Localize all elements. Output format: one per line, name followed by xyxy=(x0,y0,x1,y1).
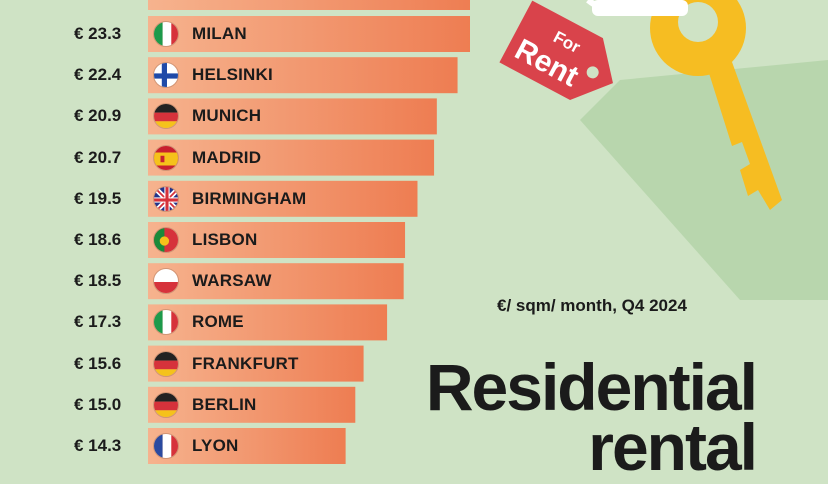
category-label: BERLIN xyxy=(192,394,257,414)
value-label: € 18.6 xyxy=(74,230,122,249)
bar-partial-top xyxy=(148,0,470,10)
category-label: HELSINKI xyxy=(192,65,273,85)
flag-poland-icon xyxy=(153,268,179,295)
flag-italy-icon xyxy=(153,309,179,336)
flag-spain-icon xyxy=(153,144,179,171)
chart-title-line1: Residential xyxy=(425,350,758,424)
flag-uk-icon xyxy=(153,185,179,212)
bar-milan xyxy=(148,16,470,52)
illustration-shadow xyxy=(580,60,828,300)
bar-warsaw xyxy=(148,263,404,300)
value-label: € 22.4 xyxy=(74,65,122,85)
bar-birmingham xyxy=(148,180,418,217)
value-label: € 17.3 xyxy=(74,312,122,332)
bar-munich xyxy=(148,98,437,135)
bar-frankfurt xyxy=(148,345,364,382)
flag-france-icon xyxy=(153,433,179,459)
for-rent-illustration: For Rent xyxy=(499,0,828,300)
category-label: MILAN xyxy=(192,24,247,43)
value-label: € 15.0 xyxy=(74,394,122,414)
value-label: € 18.5 xyxy=(74,271,122,291)
flag-germany-icon xyxy=(153,391,179,418)
category-label: LISBON xyxy=(192,230,258,249)
flag-finland-icon xyxy=(153,62,179,89)
bar-madrid xyxy=(148,139,435,176)
chart-title-line2: rental xyxy=(588,410,758,484)
category-label: FRANKFURT xyxy=(192,353,299,373)
value-label: € 20.7 xyxy=(74,147,122,167)
bar-berlin xyxy=(148,386,356,423)
category-label: ROME xyxy=(192,312,244,332)
bar-rome xyxy=(148,304,388,341)
category-label: WARSAW xyxy=(192,271,272,291)
bar-lisbon xyxy=(148,222,406,258)
value-label: € 23.3 xyxy=(74,24,122,43)
key-icon xyxy=(650,0,782,210)
category-label: MADRID xyxy=(192,147,262,167)
flag-portugal-icon xyxy=(153,227,179,253)
flag-italy-icon xyxy=(153,21,179,47)
bar-helsinki xyxy=(148,57,458,94)
category-label: BIRMINGHAM xyxy=(192,188,307,208)
bar-chart xyxy=(148,0,470,464)
category-label: MUNICH xyxy=(192,106,262,126)
bar-lyon xyxy=(148,428,346,464)
flag-germany-icon xyxy=(153,350,179,377)
flag-germany-icon xyxy=(153,103,179,130)
value-label: € 14.3 xyxy=(74,436,122,455)
unit-note: €/ sqm/ month, Q4 2024 xyxy=(497,296,687,315)
value-label: € 19.5 xyxy=(74,188,122,208)
category-label: LYON xyxy=(192,436,239,455)
value-label: € 15.6 xyxy=(74,353,122,373)
value-label: € 20.9 xyxy=(74,106,122,126)
